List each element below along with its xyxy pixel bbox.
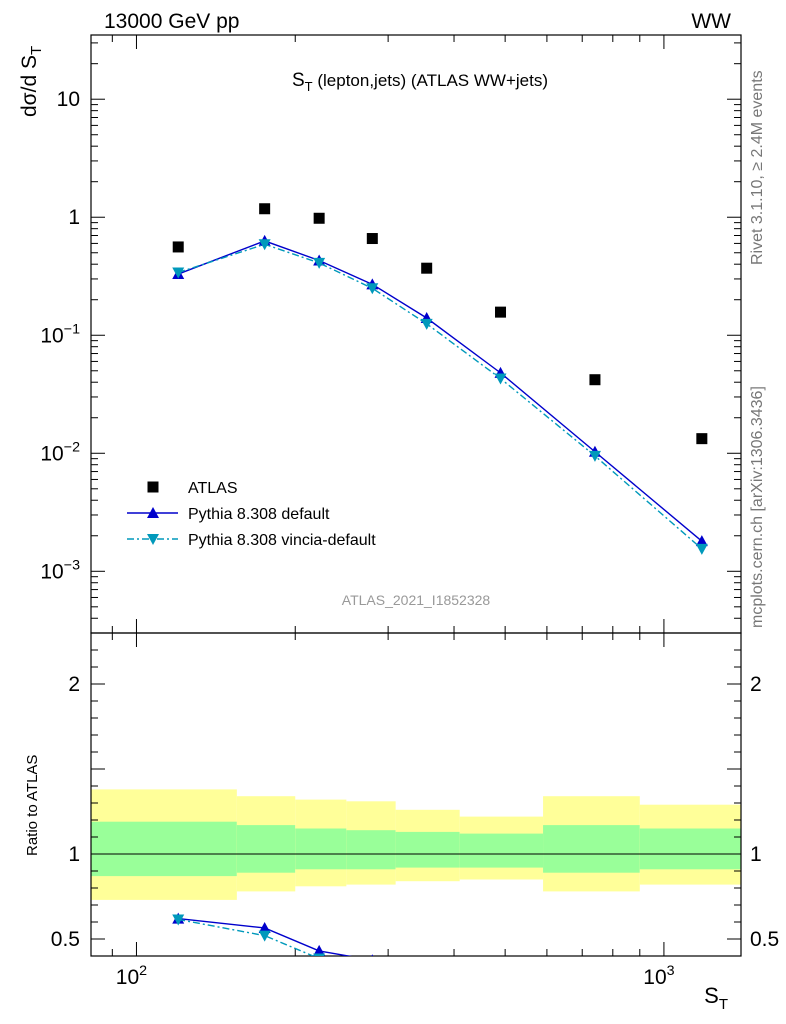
- ratio-band-inner: [639, 828, 741, 870]
- data-point: [366, 283, 379, 295]
- y-tick-label: 10−1: [40, 321, 80, 347]
- ratio-point: [258, 930, 271, 942]
- x-tick-label: 103: [643, 963, 674, 989]
- ratio-band-inner: [236, 825, 296, 873]
- data-point: [366, 233, 378, 245]
- data-point: [588, 450, 601, 462]
- data-point: [313, 212, 325, 224]
- rivet-version-label: Rivet 3.1.10, ≥ 2.4M events: [749, 70, 766, 265]
- legend-label: Pythia 8.308 vincia-default: [188, 532, 376, 549]
- legend-marker: [147, 534, 159, 545]
- data-point: [258, 239, 271, 251]
- axis-tick-labels: 102 103 10−3 10−2 10−1 1 10 0.5 0.5 1 1 2 2: [40, 88, 779, 989]
- ratio-point: [258, 921, 271, 933]
- legend-label: Pythia 8.308 default: [188, 506, 330, 523]
- ratio-y-tick-label-right: 1: [750, 843, 762, 866]
- series-line-1: [177, 240, 703, 542]
- ratio-point: [371, 954, 374, 956]
- ratio-plot-frame: [90, 632, 742, 957]
- ratio-point: [172, 914, 185, 926]
- ratio-y-tick-label-left: 2: [68, 673, 80, 696]
- data-point: [696, 433, 708, 445]
- ratio-band-inner: [346, 830, 396, 870]
- legend-label: ATLAS: [188, 480, 238, 497]
- y-tick-label: 1: [68, 206, 80, 229]
- main-plot-series: [172, 203, 708, 555]
- data-point: [494, 373, 507, 385]
- ratio-plot-series: [172, 912, 416, 974]
- data-point: [420, 318, 433, 330]
- main-y-axis-label: dσ/d ST: [18, 46, 45, 117]
- ratio-band-inner: [91, 821, 237, 877]
- ratio-band-inner: [395, 831, 460, 868]
- data-point: [589, 374, 601, 386]
- y-tick-label: 10−2: [40, 439, 80, 465]
- ratio-point: [313, 953, 326, 956]
- mcplots-credit-label: mcplots.cern.ch [arXiv:1306.3436]: [749, 386, 766, 628]
- ratio-y-tick-label-left: 1: [68, 843, 80, 866]
- ratio-band-inner: [295, 828, 347, 870]
- data-point: [695, 535, 708, 547]
- ratio-y-axis-label: Ratio to ATLAS: [24, 755, 41, 856]
- data-point: [172, 267, 185, 279]
- data-point: [313, 257, 326, 269]
- y-tick-label: 10−3: [40, 557, 80, 583]
- axis-ticks: [91, 35, 741, 957]
- data-point: [421, 262, 433, 274]
- ratio-point: [404, 962, 416, 973]
- data-point: [172, 241, 184, 253]
- ratio-band-inner: [459, 833, 544, 868]
- data-point: [695, 543, 708, 555]
- ratio-uncertainty-bands: [91, 789, 741, 900]
- ratio-y-tick-label-left: 0.5: [51, 928, 80, 951]
- plot-title: ST (lepton,jets) (ATLAS WW+jets): [292, 70, 548, 94]
- ratio-point: [366, 963, 378, 974]
- data-point: [259, 203, 271, 215]
- data-point: [495, 306, 507, 318]
- ratio-y-tick-label-right: 0.5: [750, 928, 779, 951]
- x-tick-label: 102: [116, 963, 147, 989]
- ratio-point: [313, 944, 326, 956]
- header-process-label: WW: [691, 10, 731, 33]
- legend-marker: [147, 507, 159, 518]
- header-energy-label: 13000 GeV pp: [104, 10, 239, 33]
- ratio-band-inner: [543, 825, 640, 873]
- series-line-2: [178, 243, 703, 550]
- ratio-y-tick-label-right: 2: [750, 673, 762, 696]
- legend: ATLAS Pythia 8.308 default Pythia 8.308 vi…: [127, 480, 376, 549]
- x-axis-label: ST: [704, 983, 728, 1013]
- ratio-line-1: [178, 918, 315, 956]
- analysis-id-label: ATLAS_2021_I1852328: [342, 592, 491, 608]
- legend-marker: [147, 481, 159, 493]
- y-tick-label: 10: [57, 88, 80, 111]
